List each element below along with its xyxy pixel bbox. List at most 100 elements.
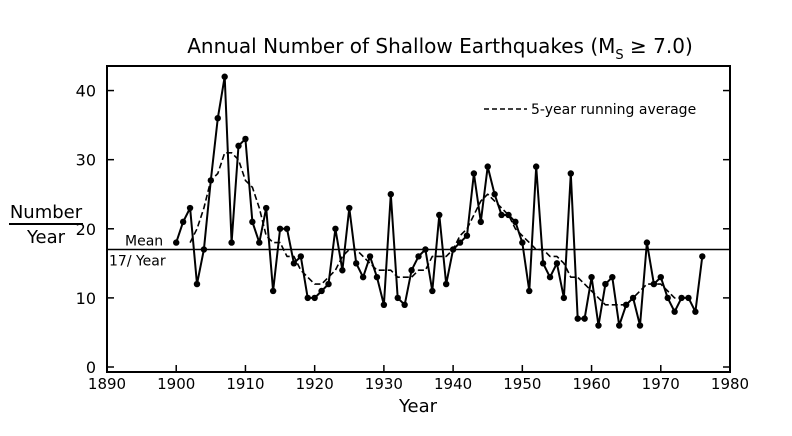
data-point xyxy=(214,115,221,122)
data-point xyxy=(436,211,443,219)
data-point xyxy=(553,260,561,267)
data-point xyxy=(353,260,360,267)
data-point xyxy=(366,253,374,260)
y-tick-label: 0 xyxy=(86,358,96,377)
x-tick-label: 1890 xyxy=(88,375,126,393)
data-point xyxy=(359,273,367,281)
y-tick-label: 10 xyxy=(76,289,96,308)
data-point xyxy=(249,218,256,226)
data-point xyxy=(429,287,436,295)
data-point xyxy=(304,294,311,302)
legend-label: 5-year running average xyxy=(531,102,696,118)
data-point xyxy=(498,211,505,219)
data-point xyxy=(636,322,644,329)
data-point xyxy=(387,191,395,198)
data-point xyxy=(193,280,201,288)
data-point xyxy=(269,287,277,295)
data-point xyxy=(373,273,381,281)
data-point xyxy=(512,218,519,226)
x-tick-label: 1960 xyxy=(572,375,610,393)
data-point xyxy=(422,246,429,253)
data-point xyxy=(263,204,270,212)
data-point xyxy=(346,204,353,212)
mean-value-label: 17/ Year xyxy=(109,254,166,270)
data-point xyxy=(221,73,228,80)
data-point xyxy=(602,280,609,288)
x-tick-label: 1920 xyxy=(296,375,334,393)
data-point xyxy=(256,239,263,246)
data-point xyxy=(532,163,540,170)
data-point xyxy=(463,232,471,239)
data-point xyxy=(560,294,568,302)
y-axis-label-denominator: Year xyxy=(26,227,66,248)
x-tick-label: 1910 xyxy=(226,375,264,393)
data-point xyxy=(186,204,194,212)
data-point xyxy=(616,322,623,329)
data-point xyxy=(235,142,242,150)
data-point xyxy=(394,294,401,302)
data-point xyxy=(325,280,332,288)
data-point xyxy=(276,225,284,232)
data-point xyxy=(484,163,491,170)
data-point xyxy=(173,239,180,246)
data-point xyxy=(311,294,318,302)
y-tick-label: 40 xyxy=(76,82,96,101)
data-point xyxy=(692,308,699,315)
x-tick-label: 1950 xyxy=(503,375,541,393)
data-point xyxy=(242,135,249,143)
x-axis: 1890 1900 1910 1920 1930 1940 1950 1960 1970 1980 xyxy=(88,365,749,393)
data-point xyxy=(643,239,651,246)
data-point xyxy=(574,315,581,322)
chart-title-rest: ≥ 7.0) xyxy=(624,34,693,58)
data-point xyxy=(581,315,588,322)
chart-title: Annual Number of Shallow Earthquakes (MS… xyxy=(187,34,693,63)
data-point xyxy=(664,294,671,302)
chart-title-main: Annual Number of Shallow Earthquakes (M xyxy=(187,34,615,58)
data-point xyxy=(491,191,498,198)
data-point xyxy=(699,253,706,260)
x-tick-label: 1930 xyxy=(365,375,403,393)
data-point xyxy=(470,170,478,177)
data-point xyxy=(442,280,450,288)
data-point xyxy=(380,301,388,308)
x-tick-label: 1940 xyxy=(434,375,472,393)
plot-frame xyxy=(106,65,731,373)
data-point xyxy=(671,308,678,315)
data-point xyxy=(339,267,346,274)
legend: 5-year running average xyxy=(484,102,696,118)
data-point xyxy=(332,225,339,232)
x-axis-label: Year xyxy=(398,396,438,417)
data-point xyxy=(657,273,664,281)
data-point xyxy=(283,225,291,232)
data-point xyxy=(415,253,422,260)
data-point xyxy=(297,253,305,260)
data-point xyxy=(588,273,595,281)
data-point xyxy=(228,239,235,246)
data-point xyxy=(539,260,547,267)
data-point xyxy=(200,246,208,253)
data-point xyxy=(179,218,187,226)
data-point xyxy=(408,267,415,274)
series-layer xyxy=(173,73,706,329)
data-point xyxy=(546,273,554,281)
mean-label: Mean xyxy=(125,234,163,250)
y-axis-label-numerator: Number xyxy=(10,202,83,223)
chart-title-subscript: S xyxy=(615,48,623,63)
running-average-line xyxy=(189,152,689,306)
x-tick-label: 1900 xyxy=(157,375,195,393)
data-point xyxy=(456,239,464,246)
data-point xyxy=(609,273,616,281)
data-point xyxy=(526,287,533,295)
y-tick-label: 30 xyxy=(76,151,96,170)
x-tick-label: 1980 xyxy=(711,375,749,393)
data-point xyxy=(401,301,408,308)
x-tick-label: 1970 xyxy=(642,375,680,393)
data-point xyxy=(567,170,574,177)
data-point xyxy=(290,260,298,267)
data-point xyxy=(595,322,602,329)
data-point xyxy=(318,287,325,295)
data-point xyxy=(519,239,526,246)
